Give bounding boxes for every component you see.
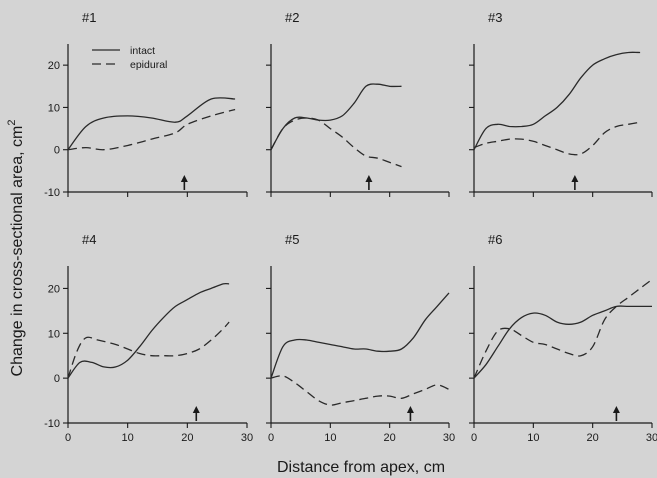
x-tick-label: 0 (268, 432, 274, 444)
y-tick-label: 0 (54, 145, 60, 157)
arrow-marker (192, 406, 200, 421)
y-axis-title: Change in cross-sectional area, cm2 (6, 120, 26, 377)
panel-label: #6 (488, 232, 502, 247)
y-tick-label: -10 (44, 187, 60, 199)
series-line-epidural (67, 321, 230, 379)
y-tick-label: 0 (54, 373, 60, 385)
series-line-intact (473, 51, 641, 151)
arrow-head (365, 175, 373, 182)
panel-5: #5 0 10 20 30 (266, 232, 455, 444)
y-tick-label: 10 (48, 328, 60, 340)
panel-4: #4 -10 0 10 20 0 10 20 30 (44, 232, 253, 444)
series-line-epidural (270, 117, 402, 168)
x-tick-label: 30 (646, 432, 657, 444)
arrow-marker (406, 406, 414, 421)
x-tick-label: 0 (65, 432, 71, 444)
x-axis-title: Distance from apex, cm (277, 459, 445, 476)
x-tick-label: 10 (527, 432, 539, 444)
legend-intact-label: intact (130, 45, 155, 57)
panel-label: #5 (285, 232, 299, 247)
series-line-epidural (473, 278, 653, 379)
y-tick-label: 10 (48, 102, 60, 114)
arrow-head (571, 175, 579, 182)
series-line-intact (270, 83, 402, 151)
arrow-marker (612, 406, 620, 421)
legend-epidural-label: epidural (130, 59, 167, 71)
y-tick-label: -10 (44, 418, 60, 430)
x-tick-label: 20 (384, 432, 396, 444)
svg-text:Change in cross-sectional area: Change in cross-sectional area, cm2 (6, 120, 26, 377)
legend: intact epidural (92, 45, 167, 71)
series-line-epidural (67, 108, 236, 151)
x-tick-label: 30 (443, 432, 455, 444)
x-tick-label: 10 (122, 432, 134, 444)
series-line-intact (67, 282, 230, 379)
arrow-head (192, 406, 200, 413)
y-axis-title-superscript: 2 (6, 120, 18, 126)
panel-label: #2 (285, 10, 299, 25)
arrow-marker (571, 175, 579, 190)
series-line-intact (473, 305, 652, 379)
panel-label: #3 (488, 10, 502, 25)
panel-1: #1 -10 0 10 20 intact epidural (44, 10, 248, 199)
x-tick-label: 20 (181, 432, 193, 444)
arrow-head (406, 406, 414, 413)
arrow-marker (180, 175, 188, 190)
x-tick-label: 30 (241, 432, 253, 444)
panels: #1 -10 0 10 20 intact epidural #2 #3 #4 -10 0 10 20 0 1… (44, 10, 657, 444)
series-line-intact (270, 292, 450, 379)
series-line-epidural (473, 121, 641, 156)
series-line-intact (67, 97, 236, 151)
panel-label: #4 (82, 232, 96, 247)
y-tick-label: 20 (48, 60, 60, 72)
y-axis-title-text: Change in cross-sectional area, cm (9, 126, 26, 377)
series-line-epidural (270, 375, 450, 406)
x-tick-label: 0 (471, 432, 477, 444)
y-tick-label: 20 (48, 283, 60, 295)
arrow-marker (365, 175, 373, 190)
panel-3: #3 (469, 10, 653, 197)
panel-6: #6 0 10 20 30 (469, 232, 657, 444)
arrow-head (612, 406, 620, 413)
x-tick-label: 10 (324, 432, 336, 444)
panel-2: #2 (266, 10, 450, 197)
panel-label: #1 (82, 10, 96, 25)
arrow-head (180, 175, 188, 182)
x-tick-label: 20 (587, 432, 599, 444)
